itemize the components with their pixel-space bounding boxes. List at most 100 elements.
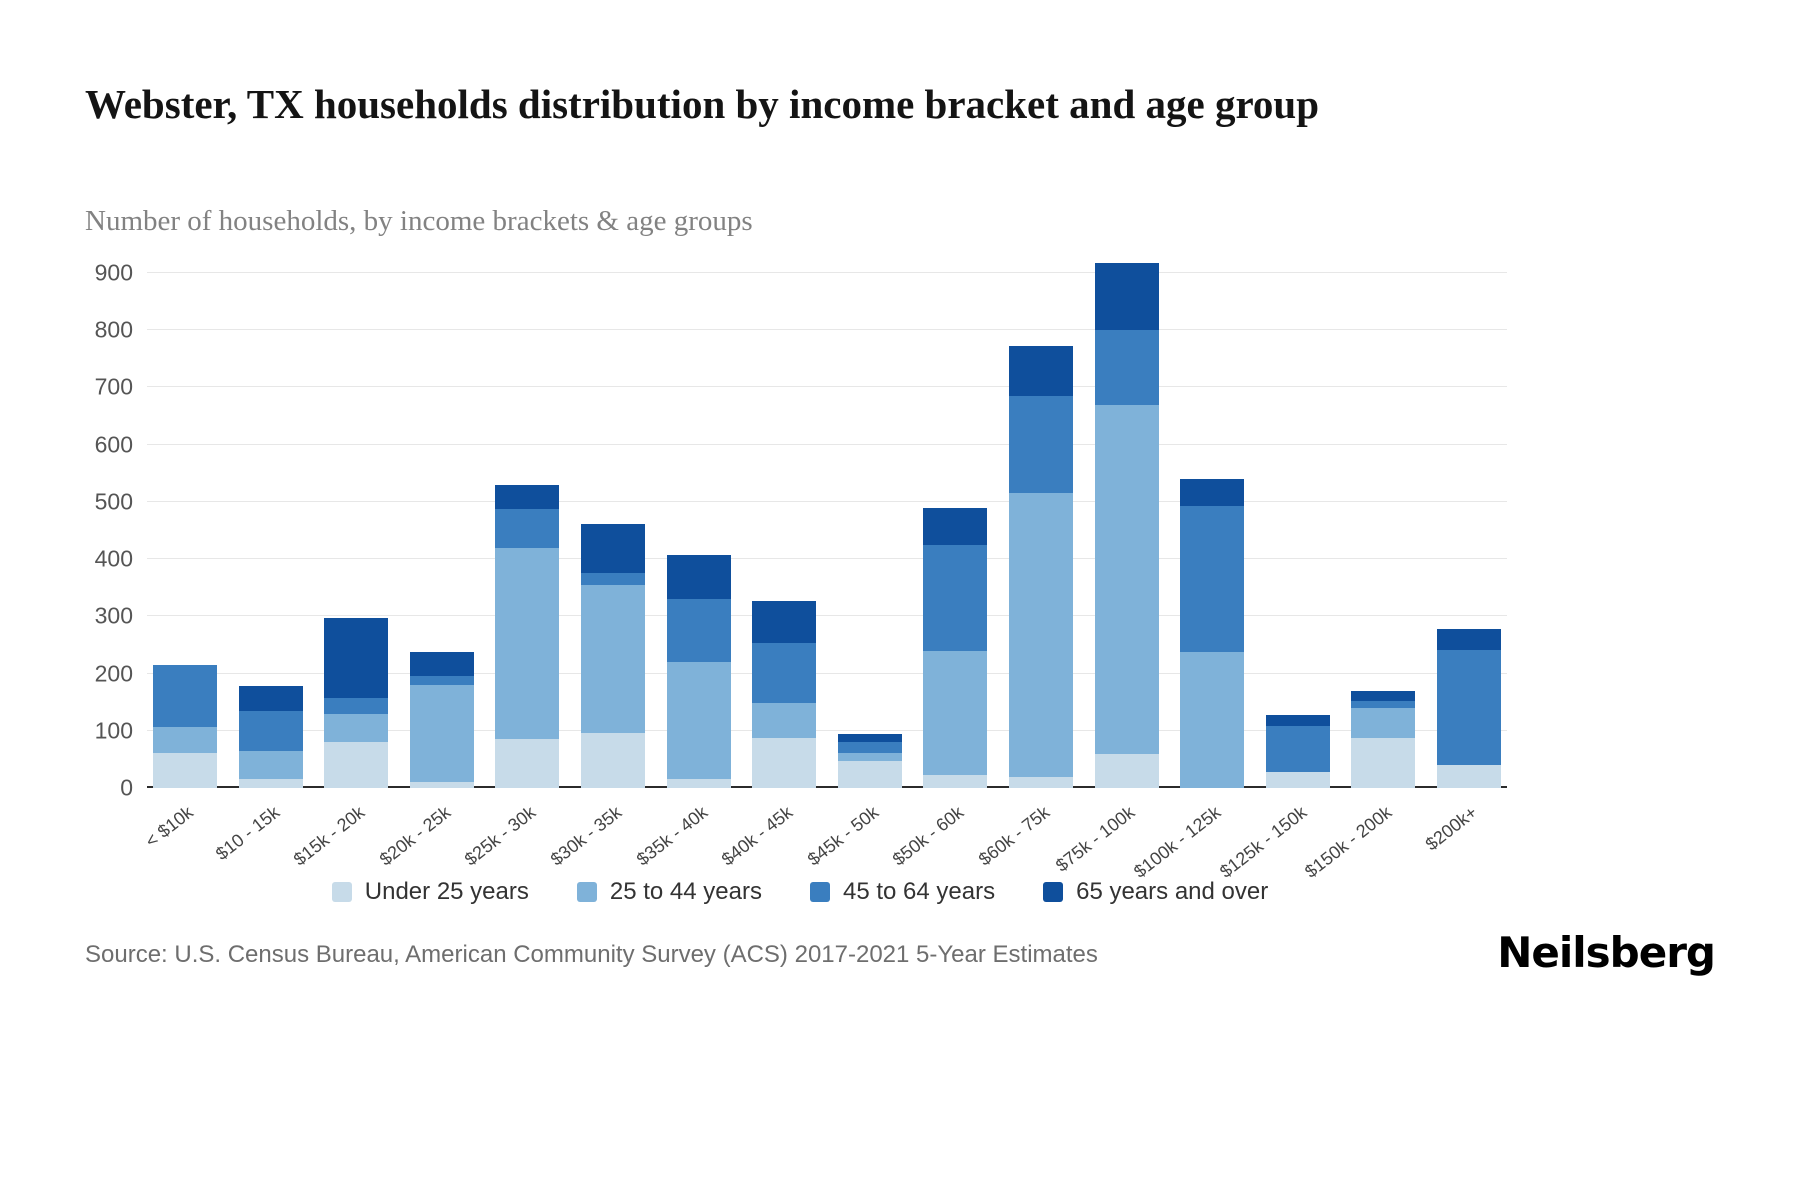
- bar: $25k - 30k: [461, 484, 560, 870]
- bar-segment[interactable]: [1351, 701, 1416, 708]
- bar-segment[interactable]: [324, 618, 389, 698]
- bar-segment[interactable]: [1008, 776, 1073, 788]
- bar: $150k - 200k: [1301, 690, 1416, 882]
- bar-segment[interactable]: [752, 600, 817, 644]
- y-axis-tick-label: 400: [94, 545, 133, 572]
- legend-item[interactable]: 65 years and over: [1043, 878, 1268, 906]
- bar: $15k - 20k: [290, 618, 389, 870]
- bar-segment[interactable]: [409, 651, 474, 677]
- bar: $75k - 100k: [1052, 263, 1159, 876]
- bar-segment[interactable]: [1008, 396, 1073, 494]
- x-axis-tick-label: $150k - 200k: [1301, 802, 1396, 882]
- bar-segment[interactable]: [580, 523, 645, 574]
- x-axis-tick-label: $35k - 40k: [632, 802, 711, 870]
- bar-segment[interactable]: [752, 703, 817, 739]
- y-axis-tick-label: 500: [94, 488, 133, 515]
- y-axis-tick-label: 300: [94, 602, 133, 629]
- bar-segment[interactable]: [495, 547, 560, 740]
- bar-segment[interactable]: [238, 710, 303, 751]
- brand-logo: Neilsberg: [1497, 928, 1716, 977]
- bar-segment[interactable]: [238, 686, 303, 711]
- bar: $45k - 50k: [804, 733, 902, 870]
- x-axis-tick-label: $10 - 15k: [211, 802, 283, 864]
- bar-segment[interactable]: [1265, 715, 1330, 727]
- legend-swatch: [1043, 882, 1064, 902]
- bar-segment[interactable]: [923, 507, 988, 545]
- bar-segment[interactable]: [324, 742, 389, 788]
- bar-segment[interactable]: [923, 544, 988, 651]
- y-axis-tick-label: 900: [94, 259, 133, 286]
- bar-segment[interactable]: [1436, 649, 1501, 766]
- legend-item[interactable]: 45 to 64 years: [809, 878, 995, 906]
- x-axis-tick-label: < $10k: [142, 802, 198, 852]
- bar-segment[interactable]: [837, 752, 902, 761]
- bar: $50k - 60k: [889, 507, 988, 870]
- source-note: Source: U.S. Census Bureau, American Com…: [85, 941, 1098, 968]
- bar-segment[interactable]: [1351, 707, 1416, 738]
- bar-segment[interactable]: [666, 599, 731, 663]
- bar-segment[interactable]: [1436, 628, 1501, 650]
- bar-segment[interactable]: [666, 779, 731, 788]
- bar-segment[interactable]: [1180, 479, 1245, 507]
- bar-segment[interactable]: [923, 650, 988, 776]
- bar-segment[interactable]: [1351, 690, 1416, 702]
- bar-segment[interactable]: [409, 685, 474, 783]
- x-axis-tick-label: $60k - 75k: [974, 802, 1054, 870]
- x-axis-tick-label: $25k - 30k: [461, 802, 540, 870]
- legend-label: 65 years and over: [1076, 878, 1269, 905]
- chart-area: 0 100 200 300 400 500 600 700 800 900 < $10k $10 - …: [85, 243, 1515, 943]
- bar-segment[interactable]: [580, 732, 645, 788]
- bar-segment[interactable]: [837, 733, 902, 743]
- bar-segment[interactable]: [1094, 404, 1159, 754]
- legend-swatch: [809, 882, 830, 902]
- bar: $125k - 150k: [1216, 715, 1330, 882]
- bar-segment[interactable]: [837, 742, 902, 753]
- legend-label: 25 to 44 years: [609, 878, 762, 905]
- bar-segment[interactable]: [495, 484, 560, 510]
- x-axis-tick-label: $200k+: [1421, 802, 1482, 855]
- bar-segment[interactable]: [153, 752, 217, 788]
- bar-segment[interactable]: [752, 738, 817, 788]
- bar-segment[interactable]: [1351, 737, 1416, 788]
- bar-segment[interactable]: [580, 573, 645, 585]
- bar-segment[interactable]: [238, 750, 303, 780]
- gridline: [147, 500, 1507, 502]
- bar-segment[interactable]: [923, 775, 988, 788]
- bar-segment[interactable]: [1094, 753, 1159, 788]
- x-axis-line: [147, 786, 1507, 788]
- bar-segment[interactable]: [1180, 506, 1245, 652]
- legend-swatch: [576, 882, 597, 902]
- bar-segment[interactable]: [153, 726, 217, 753]
- bar-segment[interactable]: [1265, 726, 1330, 772]
- bar-segment[interactable]: [409, 782, 474, 788]
- bar: $60k - 75k: [975, 345, 1073, 870]
- bar-segment[interactable]: [1094, 330, 1159, 405]
- bar: $100k - 125k: [1130, 479, 1245, 882]
- bar-segment[interactable]: [666, 662, 731, 780]
- bar-segment[interactable]: [1180, 651, 1245, 788]
- bar-segment[interactable]: [324, 697, 389, 714]
- bar-segment[interactable]: [324, 713, 389, 743]
- bar-segment[interactable]: [666, 554, 731, 600]
- x-axis-tick-label: $30k - 35k: [546, 802, 626, 870]
- bar-segment[interactable]: [1265, 771, 1330, 788]
- legend-item[interactable]: Under 25 years: [331, 878, 529, 906]
- bar-segment[interactable]: [1008, 493, 1073, 777]
- y-axis-tick-label: 200: [94, 660, 133, 687]
- gridline: [147, 386, 1507, 388]
- bar-segment[interactable]: [495, 509, 560, 548]
- x-axis-tick-label: $50k - 60k: [889, 802, 968, 870]
- bar-segment[interactable]: [238, 779, 303, 788]
- bar-segment[interactable]: [1094, 263, 1159, 331]
- bar-segment[interactable]: [580, 584, 645, 733]
- bar-segment[interactable]: [1436, 765, 1501, 788]
- x-axis-tick-label: $15k - 20k: [289, 802, 369, 870]
- bar-segment[interactable]: [837, 760, 902, 788]
- bar-segment[interactable]: [409, 676, 474, 686]
- bar-segment[interactable]: [1008, 345, 1073, 397]
- x-axis-tick-label: $75k - 100k: [1052, 802, 1139, 876]
- bar-segment[interactable]: [752, 643, 817, 704]
- bar-segment[interactable]: [153, 664, 217, 727]
- legend-item[interactable]: 25 to 44 years: [576, 878, 762, 906]
- bar-segment[interactable]: [495, 739, 560, 788]
